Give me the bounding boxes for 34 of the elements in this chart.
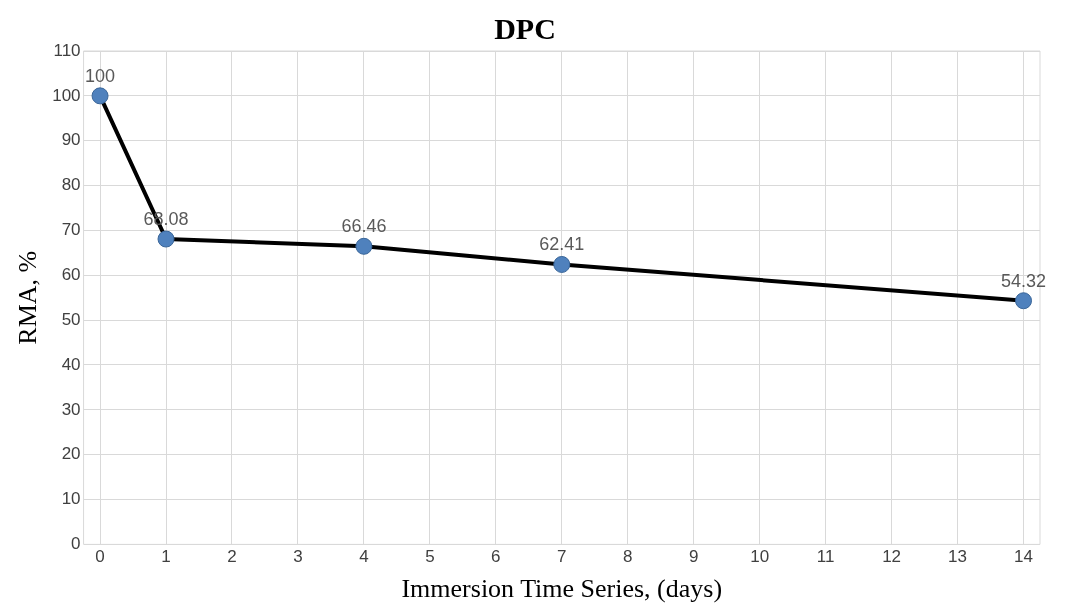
y-tick-label: 50 (61, 309, 81, 329)
x-tick-label: 6 (491, 547, 501, 567)
x-tick-label: 9 (688, 547, 699, 567)
x-tick-label: 7 (557, 547, 567, 567)
x-tick-label: 2 (227, 547, 237, 567)
y-tick-label: 80 (61, 175, 81, 195)
y-axis-title: RMA, % (13, 250, 43, 345)
chart-title: DPC (494, 11, 556, 45)
x-tick-label: 4 (359, 547, 369, 567)
y-tick-label: 0 (71, 534, 81, 554)
x-tick-label: 1 (161, 547, 171, 567)
x-tick-label: 12 (882, 547, 902, 567)
x-axis-title: Immersion Time Series, (days) (401, 574, 723, 604)
data-label: 100 (85, 65, 116, 86)
y-tick-label: 100 (52, 85, 81, 105)
y-tick-label: 90 (61, 130, 81, 150)
x-tick-label: 3 (293, 547, 303, 567)
y-tick-label: 40 (61, 354, 81, 374)
data-label: 54.32 (1000, 270, 1047, 291)
x-tick-label: 14 (1014, 547, 1033, 567)
y-tick-label: 30 (61, 399, 81, 419)
y-tick-label: 20 (61, 444, 81, 464)
data-label: 62.41 (539, 234, 585, 255)
x-tick-label: 5 (425, 547, 435, 567)
y-tick-label: 70 (61, 220, 81, 240)
y-tick-label: 60 (61, 264, 81, 284)
x-tick-label: 0 (95, 547, 105, 567)
x-tick-label: 13 (948, 547, 968, 567)
x-tick-label: 11 (816, 547, 835, 567)
x-tick-label: 8 (623, 547, 633, 567)
y-tick-label: 110 (53, 40, 81, 60)
y-tick-label: 10 (61, 489, 81, 509)
x-tick-label: 10 (750, 547, 770, 567)
data-label: 66.46 (341, 216, 387, 237)
